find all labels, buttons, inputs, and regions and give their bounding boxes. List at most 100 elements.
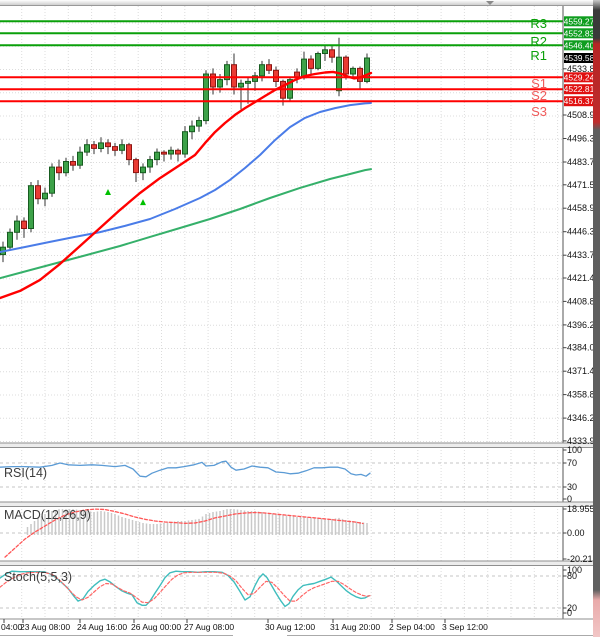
- price-tick-label: 4496.35: [567, 134, 600, 144]
- candle-up: [84, 144, 90, 153]
- candle-up: [322, 49, 328, 54]
- candle-down: [343, 56, 349, 75]
- indicator-tick-label: 0.00: [567, 528, 585, 538]
- time-label: 3 Sep 12:00: [442, 622, 488, 632]
- candle-down: [21, 220, 27, 230]
- candle-down: [329, 49, 335, 58]
- pivot-label-s1: S1: [531, 76, 547, 91]
- price-tick-label: 4421.45: [567, 273, 600, 283]
- price-axis[interactable]: 4533.80 4508.95 4496.35 4483.75 4471.50 4458.…: [563, 16, 600, 618]
- time-label: 30 Aug 12:00: [265, 622, 315, 632]
- candle-down: [273, 69, 279, 83]
- indicator-tick-label: -20.21: [567, 554, 593, 564]
- candle-up: [140, 166, 146, 174]
- moving-averages-and-indicators: [0, 70, 373, 608]
- gridlines: [0, 6, 563, 619]
- candle-down: [308, 58, 314, 69]
- price-badge: [564, 72, 594, 83]
- candle-up: [224, 64, 230, 81]
- pivot-label-s3: S3: [531, 104, 547, 119]
- candle-up: [14, 220, 20, 233]
- candle-up: [168, 149, 174, 155]
- price-tick-label: 4371.40: [567, 366, 600, 376]
- price-tick-label: 4408.85: [567, 296, 600, 306]
- price-badge-label: 4559.27: [564, 16, 595, 26]
- indicator-tick-label: 70: [567, 458, 577, 468]
- panel-frames[interactable]: [0, 6, 600, 636]
- indicator-tick-label: 30: [567, 482, 577, 492]
- candle-down: [70, 161, 76, 166]
- divider-handle-icon[interactable]: [486, 1, 494, 5]
- price-badge-label: 4552.83: [564, 28, 595, 38]
- candle-down: [231, 64, 237, 88]
- candle-up: [315, 53, 321, 69]
- candle-up: [238, 82, 244, 88]
- candle-down: [56, 166, 62, 174]
- candle-up: [119, 144, 125, 151]
- panel-separator: [0, 561, 593, 566]
- slow-ma-line: [0, 168, 372, 280]
- candle-down: [112, 146, 118, 151]
- candle-up: [28, 185, 34, 229]
- fractal-up-arrow-icon: [105, 189, 111, 196]
- candle-up: [154, 151, 160, 161]
- candle-up: [364, 57, 370, 82]
- candle-up: [182, 131, 188, 155]
- candle-up: [252, 75, 258, 82]
- candle-up: [189, 125, 195, 133]
- candle-up: [203, 73, 209, 122]
- stoch-d-line: [0, 571, 371, 604]
- candle-down: [91, 144, 97, 149]
- price-tick-label: 4458.90: [567, 203, 600, 213]
- price-tick-label: 4471.50: [567, 180, 600, 190]
- price-badge: [564, 96, 594, 107]
- time-label: 2 Sep 04:00: [389, 622, 435, 632]
- price-tick-label: 4446.30: [567, 227, 600, 237]
- candle-up: [63, 161, 69, 174]
- candle-up: [147, 159, 153, 168]
- candle-down: [210, 73, 216, 88]
- rsi-line: [0, 460, 371, 478]
- time-label: 24 Aug 16:00: [77, 622, 127, 632]
- price-tick-label: 4333.95: [567, 436, 600, 446]
- price-tick-label: 4384.00: [567, 343, 600, 353]
- price-badge-label: 4539.58: [564, 53, 595, 63]
- time-label: 04:00: [1, 622, 23, 632]
- candle-up: [245, 80, 251, 84]
- candle-down: [357, 67, 363, 82]
- pivot-label-r2: R2: [530, 34, 547, 49]
- price-badge: [564, 40, 594, 51]
- candle-down: [175, 149, 181, 155]
- panel-separator: [0, 502, 593, 507]
- candle-up: [42, 192, 48, 200]
- price-badge: [564, 28, 594, 39]
- price-badge-label: 4546.40: [564, 40, 595, 50]
- fractal-up-arrow-icon: [140, 199, 146, 206]
- stoch-label: Stoch(5,5,3): [4, 570, 72, 584]
- pivot-label-s2: S2: [531, 88, 547, 103]
- rsi-label: RSI(14): [4, 466, 47, 480]
- adjacent-window-edge: [593, 0, 600, 637]
- time-label: 26 Aug 00:00: [131, 622, 181, 632]
- price-tick-label: 4483.75: [567, 157, 600, 167]
- indicator-tick-label: 100: [567, 565, 582, 575]
- price-tick-label: 4396.25: [567, 320, 600, 330]
- indicator-tick-label: 0: [567, 494, 572, 504]
- price-tick-label: 4346.20: [567, 413, 600, 423]
- candle-down: [105, 142, 111, 148]
- price-badge-label: 4516.37: [564, 96, 595, 106]
- pivot-label-r3: R3: [530, 16, 547, 31]
- price-badge: [564, 16, 594, 27]
- candle-down: [133, 159, 139, 174]
- price-badge: [564, 53, 594, 63]
- macd-signal-line: [4, 508, 364, 558]
- candle-up: [217, 79, 223, 88]
- candle-down: [35, 185, 41, 200]
- top-divider-bar[interactable]: [0, 0, 600, 6]
- candle-up: [98, 142, 104, 149]
- candle-down: [161, 151, 167, 155]
